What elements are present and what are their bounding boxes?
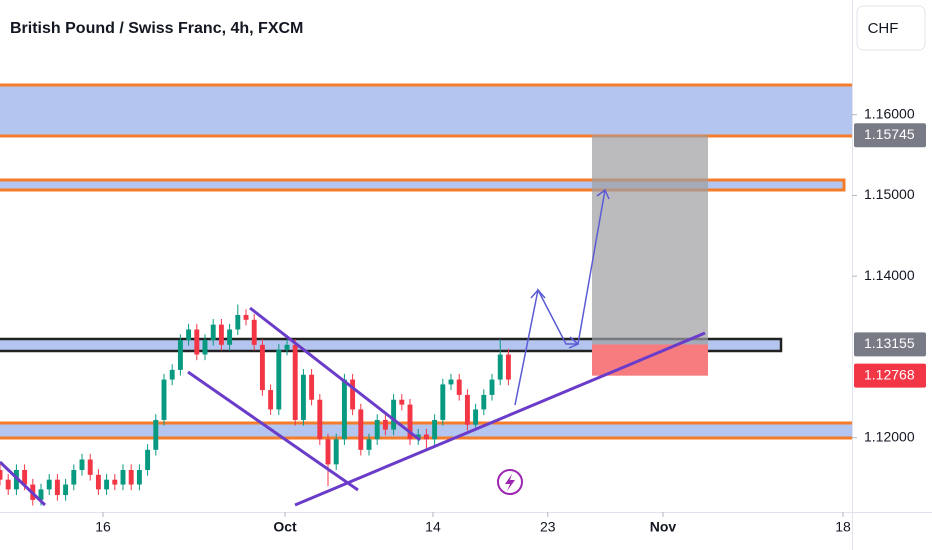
candle-body bbox=[464, 394, 470, 425]
candle-body bbox=[112, 479, 118, 485]
trend-line bbox=[0, 460, 47, 507]
candle-body bbox=[399, 399, 405, 405]
x-tick-label: 16 bbox=[95, 519, 111, 535]
candle-body bbox=[407, 404, 413, 440]
candle-body bbox=[194, 329, 200, 355]
candle-body bbox=[210, 324, 216, 340]
candle-body bbox=[38, 489, 44, 500]
candle-body bbox=[333, 439, 339, 465]
candle-body bbox=[177, 339, 183, 370]
x-tick-label: 18 bbox=[835, 519, 851, 535]
candle-body bbox=[71, 470, 77, 485]
candle-body bbox=[300, 374, 306, 420]
candle-body bbox=[120, 470, 126, 485]
candle-body bbox=[202, 339, 208, 355]
candle-body bbox=[87, 459, 93, 475]
candle-body bbox=[79, 459, 85, 471]
candle-body bbox=[489, 379, 495, 395]
price-label-box bbox=[854, 363, 926, 388]
stop-area bbox=[592, 344, 708, 376]
candle-body bbox=[473, 409, 479, 425]
resistance-zone bbox=[0, 85, 852, 136]
candle-body bbox=[104, 479, 110, 490]
candle-body bbox=[481, 394, 487, 410]
candle-body bbox=[358, 409, 364, 450]
candle-body bbox=[243, 314, 249, 320]
candle-body bbox=[153, 419, 159, 450]
candle-body bbox=[161, 379, 167, 420]
position-tool bbox=[592, 135, 708, 376]
currency-label[interactable]: CHF bbox=[868, 20, 899, 37]
candle-body bbox=[259, 344, 265, 391]
drawings bbox=[0, 83, 852, 440]
candle-body bbox=[63, 484, 69, 496]
candle-body bbox=[268, 390, 274, 410]
x-tick-label: 23 bbox=[540, 519, 556, 535]
candle-body bbox=[284, 344, 290, 350]
candle-body bbox=[251, 319, 257, 345]
candle-body bbox=[456, 379, 462, 395]
candle-body bbox=[128, 470, 134, 485]
support-line bbox=[294, 331, 706, 507]
candle-body bbox=[22, 470, 28, 485]
y-tick-label: 1.15000 bbox=[864, 186, 915, 202]
candle-body bbox=[505, 354, 511, 380]
price-label-box bbox=[854, 123, 926, 148]
projection-path bbox=[514, 287, 578, 406]
candle-body bbox=[169, 369, 175, 380]
candle-body bbox=[423, 434, 429, 440]
candle-body bbox=[235, 314, 241, 330]
currency-button[interactable] bbox=[856, 5, 926, 51]
candle-body bbox=[46, 479, 52, 490]
channel-line bbox=[187, 370, 359, 492]
candle-body bbox=[497, 354, 503, 380]
price-label: 1.13155 bbox=[864, 335, 915, 351]
candle-body bbox=[325, 439, 331, 465]
resistance-zone bbox=[0, 178, 846, 192]
candle-body bbox=[292, 344, 298, 420]
candle-body bbox=[0, 470, 3, 480]
candle-body bbox=[391, 399, 397, 430]
candle-body bbox=[448, 379, 454, 385]
candle-body bbox=[186, 329, 192, 340]
candle-body bbox=[432, 419, 438, 440]
chart-title: British Pound / Swiss Franc, 4h, FXCM bbox=[10, 20, 303, 37]
price-label: 1.12768 bbox=[864, 366, 915, 382]
candle-body bbox=[54, 479, 60, 496]
price-label: 1.15745 bbox=[864, 126, 915, 142]
candle-body bbox=[218, 324, 224, 345]
x-tick-label: Nov bbox=[650, 519, 677, 535]
candle-body bbox=[136, 470, 142, 485]
candle-body bbox=[350, 379, 356, 410]
candle-body bbox=[95, 474, 101, 490]
lightning bbox=[505, 474, 515, 491]
candle-body bbox=[145, 449, 151, 471]
candle-body bbox=[366, 439, 372, 450]
trend-lines bbox=[0, 306, 706, 507]
candle-body bbox=[276, 349, 282, 410]
profit-area bbox=[592, 135, 708, 345]
axes: 1.12000 1.14000 1.15000 1.16000 16 Oct 14 23 Nov… bbox=[95, 105, 926, 535]
projection-path bbox=[577, 189, 606, 345]
x-tick-label: 14 bbox=[425, 519, 441, 535]
candle-body bbox=[227, 329, 233, 345]
arrow-head bbox=[596, 188, 610, 200]
event-icon[interactable] bbox=[497, 469, 523, 495]
y-tick-label: 1.12000 bbox=[864, 428, 915, 444]
y-tick-label: 1.16000 bbox=[864, 105, 915, 121]
candle-body bbox=[374, 419, 380, 440]
x-tick-label: Oct bbox=[273, 519, 297, 535]
arrow-head bbox=[530, 288, 546, 299]
y-tick-label: 1.14000 bbox=[864, 267, 915, 283]
candle-body bbox=[440, 384, 446, 420]
candle-body bbox=[5, 479, 11, 490]
candle-body bbox=[317, 399, 323, 440]
candle-body bbox=[309, 374, 315, 400]
candle-body bbox=[382, 419, 388, 430]
candle-body bbox=[341, 379, 347, 440]
price-label-box bbox=[854, 332, 926, 357]
projection-arrow bbox=[514, 188, 610, 406]
channel-line bbox=[249, 306, 421, 442]
